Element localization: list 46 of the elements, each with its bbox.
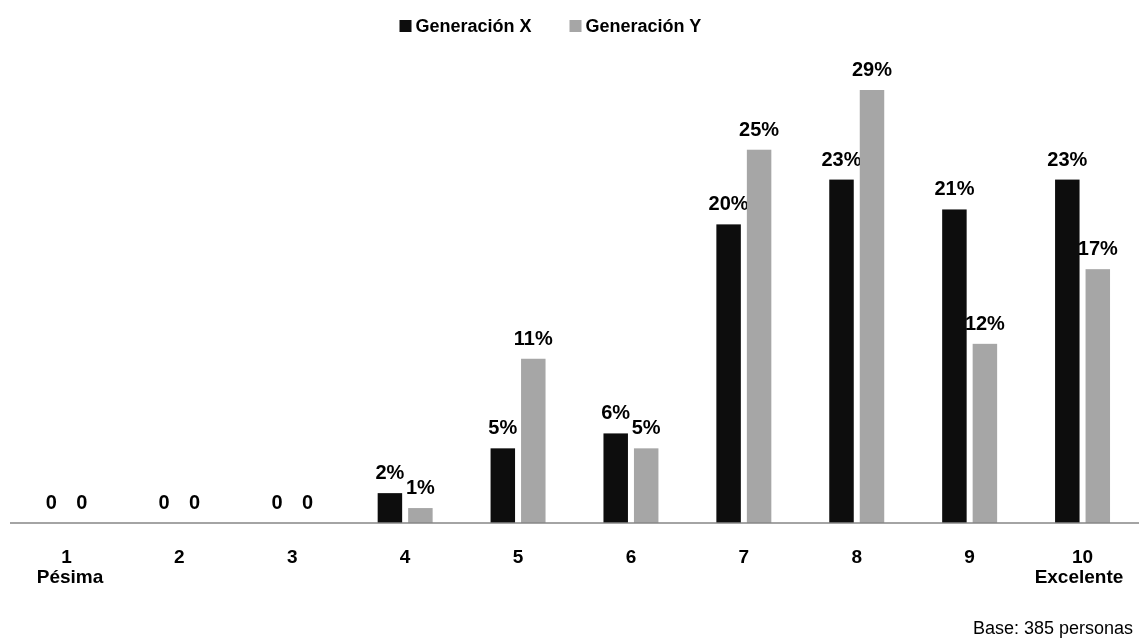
data-label: 0 — [189, 491, 201, 513]
bar — [490, 448, 516, 523]
x-tick-label: 10 Excelente — [1034, 546, 1124, 587]
x-tick-label: 2 — [174, 546, 185, 567]
bar — [633, 448, 659, 523]
x-tick-label: 7 — [738, 546, 750, 567]
data-label: 21% — [934, 177, 975, 200]
data-label: 0 — [301, 491, 314, 513]
data-label: 20% — [708, 192, 749, 215]
bar — [942, 209, 967, 523]
data-label: 5% — [488, 416, 518, 439]
bar — [1085, 269, 1111, 523]
data-label: 29% — [851, 58, 893, 80]
bar — [859, 90, 885, 523]
legend-label: Generación X — [415, 16, 532, 36]
data-label: 0 — [158, 491, 170, 513]
bar — [972, 343, 998, 523]
data-label: 23% — [1047, 147, 1088, 170]
x-tick-label: 4 — [399, 546, 411, 567]
data-label: 1% — [405, 476, 436, 499]
legend-label: Generación Y — [585, 16, 702, 36]
x-tick-label: 9 — [964, 546, 975, 567]
bar — [377, 493, 403, 523]
bar — [716, 224, 741, 523]
bar — [521, 358, 546, 523]
data-label: 2% — [375, 461, 405, 484]
bar — [408, 508, 433, 523]
data-label: 17% — [1077, 237, 1119, 260]
x-tick-label: 1 Pésima — [36, 546, 104, 587]
text: Base: 385 personas — [972, 618, 1133, 638]
data-label: 25% — [739, 117, 780, 140]
data-label: 0 — [76, 491, 88, 513]
x-tick-label: 5 — [512, 546, 524, 567]
data-label: 0 — [271, 491, 283, 513]
data-label: 5% — [631, 416, 661, 439]
x-tick-label: 6 — [625, 546, 637, 567]
bar — [746, 149, 772, 523]
data-label: 23% — [821, 147, 862, 170]
bar — [829, 179, 854, 523]
bar — [603, 433, 628, 523]
bar — [1055, 179, 1080, 523]
data-label: 0 — [45, 491, 57, 513]
x-tick-label: 3 — [286, 546, 298, 567]
data-label: 11% — [513, 326, 553, 349]
data-label: 6% — [601, 401, 631, 424]
x-tick-label: 8 — [851, 546, 863, 567]
